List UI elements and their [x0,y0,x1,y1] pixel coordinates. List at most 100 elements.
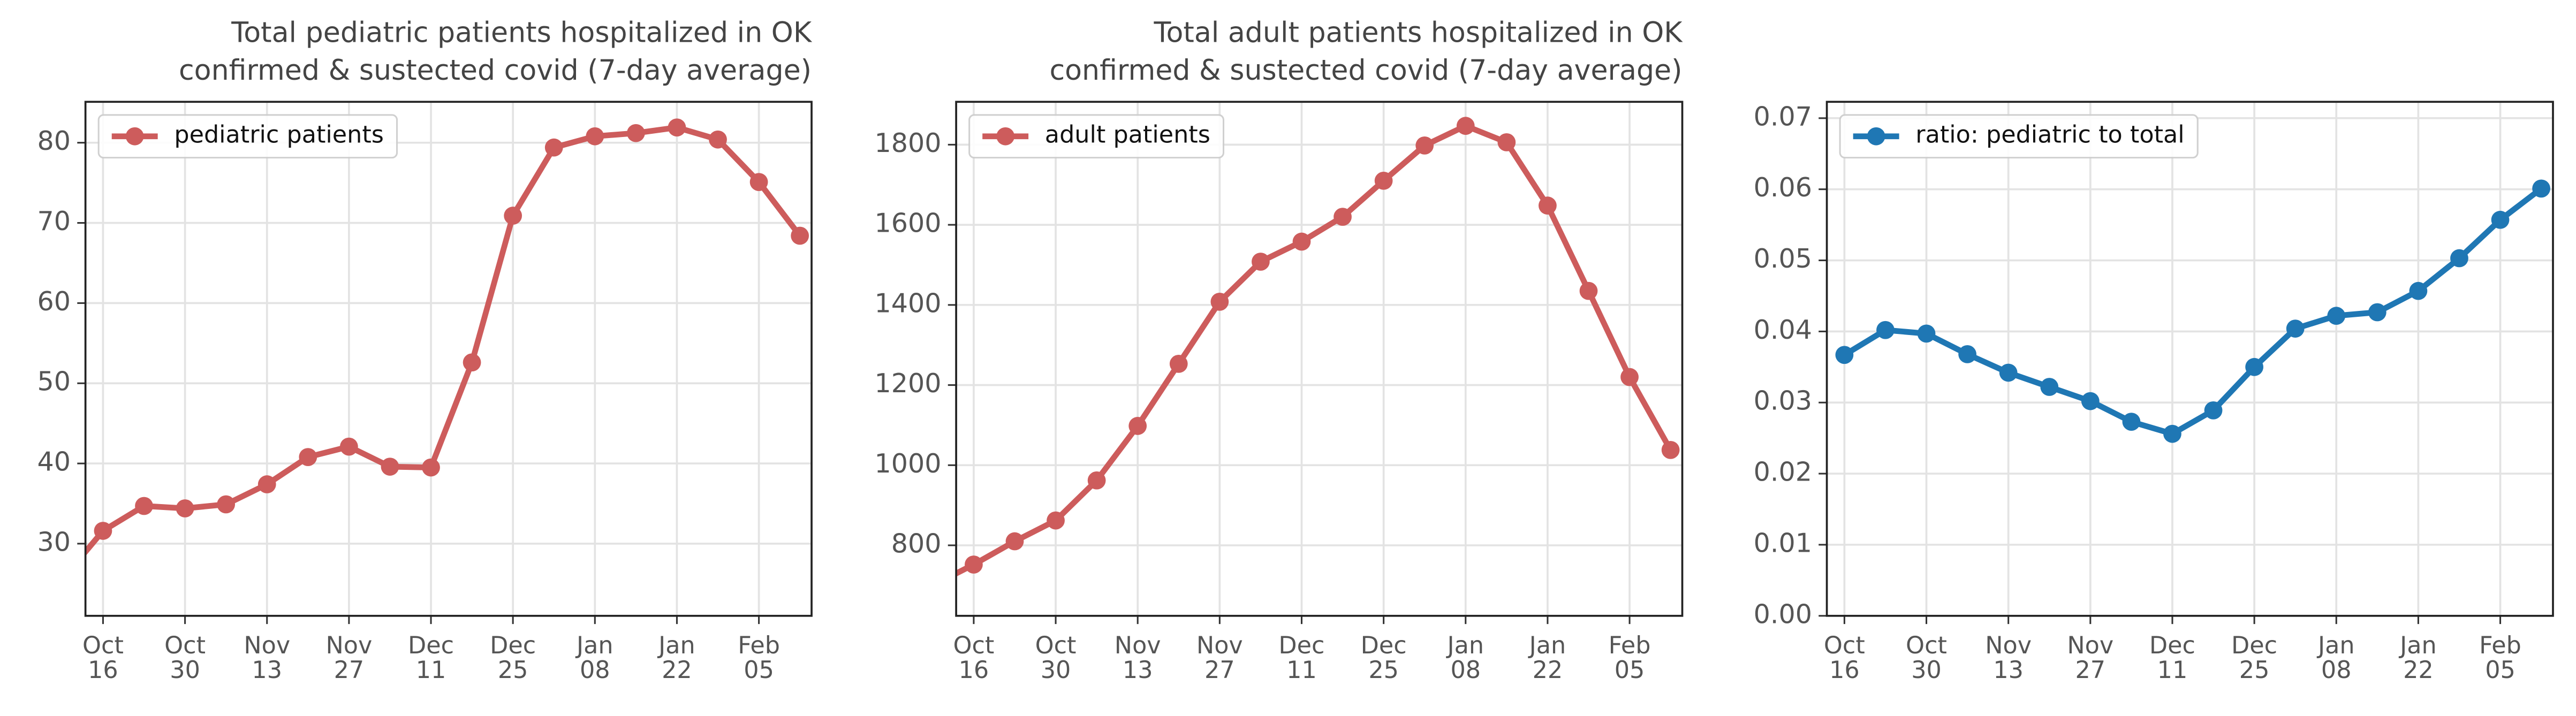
data-point [709,130,727,149]
data-point [257,475,276,493]
data-point [2204,401,2223,420]
x-tick-label: Oct 30 [1906,632,1947,684]
data-point [627,124,645,142]
y-tick-label: 0.04 [1754,314,1812,345]
chart-title: confirmed & sustected covid (7-day avera… [179,55,812,87]
legend-label: adult patients [1045,121,1210,149]
data-point [544,138,563,157]
data-point [923,576,942,595]
y-tick-label: 1400 [875,287,942,318]
x-tick-label: Dec 11 [2149,632,2195,684]
x-tick-label: Oct 30 [164,632,206,684]
y-tick-label: 30 [37,526,71,557]
data-point [1539,196,1557,215]
data-point [1497,133,1516,151]
x-tick-label: Jan 22 [2398,632,2437,684]
data-point [463,353,481,372]
data-point [1005,532,1024,551]
y-tick-label: 0.02 [1754,456,1812,488]
data-point [2491,210,2510,229]
data-point [1252,253,1270,271]
plot-area [53,118,809,589]
data-point [2122,413,2141,431]
data-point [1456,117,1475,135]
axes-frame [955,101,1684,617]
chart-title: Total adult patients hospitalized in OK [1153,17,1683,49]
data-point [1128,417,1147,435]
data-point [2286,319,2305,338]
data-point [1999,363,2018,382]
chart-title: confirmed & sustected covid (7-day avera… [1049,55,1682,87]
chart-title: Total pediatric patients hospitalized in… [231,17,813,49]
legend-box [968,114,1225,159]
data-point [94,522,112,540]
legend: adult patients [968,114,1225,159]
data-point [504,207,522,225]
legend-label: pediatric patients [174,121,384,149]
y-tick-label: 60 [37,286,71,317]
y-tick-label: 800 [891,528,942,559]
data-point [2245,357,2263,376]
data-point [1579,281,1598,300]
y-tick-label: 40 [37,446,71,477]
y-tick-label: 70 [37,205,71,237]
data-point [1087,471,1106,490]
x-tick-label: Nov 13 [244,632,290,684]
data-point [2532,179,2550,198]
axes-frame [84,101,813,617]
data-point [422,458,440,477]
data-point [2081,392,2100,410]
x-tick-label: Jan 22 [657,632,695,684]
x-tick-label: Feb 05 [2479,632,2521,684]
legend-marker [125,127,144,146]
legend-label: ratio: pediatric to total [1915,121,2184,149]
data-point [586,127,604,146]
axes-frame [1825,101,2554,617]
data-line [1843,186,2543,437]
x-tick-label: Feb 05 [738,632,780,684]
y-tick-label: 1000 [875,448,942,479]
data-point [1047,511,1065,530]
plot-area [923,117,1680,595]
data-point [749,173,768,191]
x-tick-label: Oct 16 [82,632,124,684]
data-point [965,555,983,574]
x-tick-label: Feb 05 [1609,632,1651,684]
y-tick-label: 0.06 [1754,172,1812,203]
data-point [1334,208,1352,226]
data-point [1210,292,1229,311]
data-point [53,570,71,589]
data-point [176,499,194,517]
data-point [299,448,317,466]
x-tick-label: Nov 27 [325,632,372,684]
data-point [2040,378,2059,396]
y-tick-label: 1200 [875,368,942,399]
data-point [2450,249,2468,268]
x-tick-label: Dec 11 [1278,632,1324,684]
data-point [2409,281,2428,300]
data-point [381,458,399,476]
x-tick-label: Oct 16 [1824,632,1865,684]
y-tick-label: 0.00 [1754,598,1812,629]
legend-marker [996,127,1015,146]
data-point [2163,424,2181,443]
data-point [217,495,236,514]
x-tick-label: Nov 27 [2067,632,2113,684]
data-point [668,118,686,137]
data-point [135,497,153,515]
legend: pediatric patients [97,114,398,159]
data-point [1620,368,1639,386]
y-tick-label: 80 [37,125,71,156]
data-point [1917,324,1936,343]
plot-area [1835,179,2550,443]
x-tick-label: Nov 13 [1985,632,2032,684]
data-point [1374,171,1393,190]
legend: ratio: pediatric to total [1839,114,2199,159]
data-point [1292,232,1311,251]
x-tick-label: Jan 08 [575,632,613,684]
data-point [791,226,809,245]
data-point [340,437,358,456]
x-tick-label: Oct 16 [953,632,994,684]
y-tick-label: 0.01 [1754,527,1812,558]
